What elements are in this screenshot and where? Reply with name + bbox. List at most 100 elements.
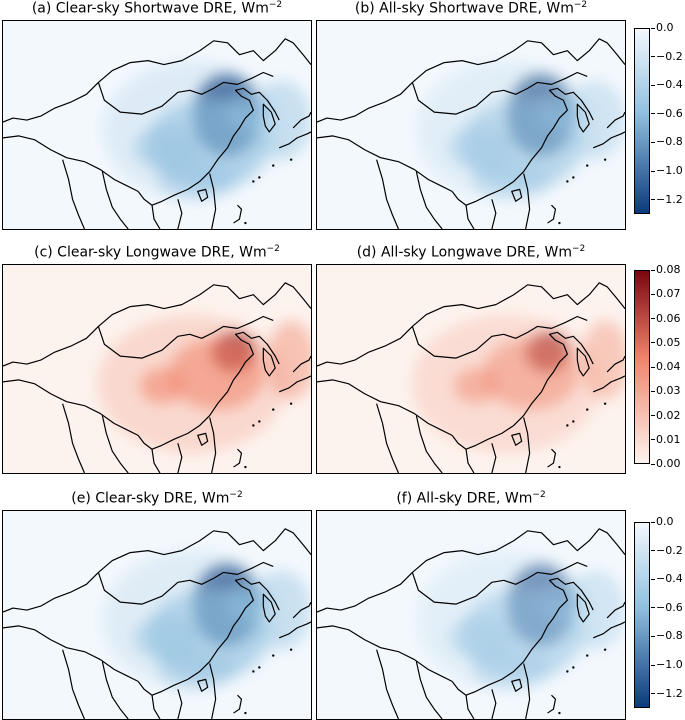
- island-dot: [572, 666, 575, 669]
- border-line: [451, 87, 594, 206]
- border-line: [137, 87, 280, 206]
- border-line: [137, 331, 280, 450]
- border-line: [278, 131, 311, 149]
- border-line: [292, 355, 311, 373]
- border-line: [151, 205, 161, 229]
- border-line: [101, 661, 129, 719]
- border-line: [209, 173, 217, 229]
- colorbar-tick-label: −0.4: [651, 78, 683, 92]
- colorbar-shortwave: [634, 28, 650, 214]
- border-line: [197, 678, 209, 692]
- map-panel-c: [2, 264, 312, 474]
- plume-field: [416, 550, 625, 690]
- island-dot: [566, 424, 569, 427]
- border-line: [415, 171, 443, 229]
- island-dot: [566, 180, 569, 183]
- border-line: [177, 689, 183, 719]
- colorbar-tick-label: 0.01: [651, 432, 681, 446]
- border-line: [317, 379, 453, 436]
- island-dot: [258, 420, 261, 423]
- colorbar-tick-label: −0.2: [651, 543, 683, 557]
- plume-field: [97, 314, 311, 454]
- border-line: [606, 601, 625, 619]
- island-dot: [603, 158, 607, 161]
- plume-blob: [102, 550, 282, 690]
- border-line: [376, 403, 400, 473]
- island-dot: [258, 176, 261, 179]
- plume-field: [102, 60, 311, 200]
- border-line: [491, 199, 497, 229]
- colorbar-tick-label: −0.4: [651, 572, 683, 586]
- panel-e-title: (e) Clear-sky DRE, Wm−2: [71, 490, 243, 507]
- border-line: [262, 103, 276, 133]
- colorbar-tick-label: −1.0: [651, 164, 683, 178]
- colorbar-tick-label: 0.0: [651, 21, 674, 34]
- map-svg-e: [3, 511, 311, 719]
- border-line: [547, 448, 557, 468]
- island-dot: [586, 654, 589, 657]
- country-borders: [3, 528, 311, 719]
- border-line: [415, 415, 443, 473]
- colorbar-tick-label: 0.03: [651, 384, 681, 398]
- plume-blob: [102, 60, 282, 200]
- border-line: [592, 131, 625, 149]
- plume-field: [416, 60, 625, 200]
- border-line: [3, 135, 139, 192]
- border-line: [97, 71, 274, 115]
- border-line: [376, 159, 400, 229]
- colorbar-total: [634, 522, 650, 708]
- border-line: [97, 561, 274, 605]
- border-line: [151, 449, 161, 473]
- border-line: [465, 449, 475, 473]
- border-line: [3, 282, 311, 367]
- border-line: [62, 159, 86, 229]
- map-svg-c: [3, 265, 311, 473]
- map-svg-f: [317, 511, 625, 719]
- border-line: [233, 694, 243, 714]
- island-dot: [558, 221, 561, 225]
- map-svg-d: [317, 265, 625, 473]
- plume-blob: [416, 60, 596, 200]
- border-line: [411, 315, 588, 359]
- colorbar-tick-label: 0.07: [651, 287, 681, 301]
- border-line: [451, 331, 594, 450]
- island-dot: [566, 670, 569, 673]
- border-line: [101, 171, 129, 229]
- border-line: [465, 205, 475, 229]
- country-borders: [317, 528, 625, 719]
- colorbar-tick-label: 0.00: [651, 457, 681, 470]
- border-line: [62, 649, 86, 719]
- colorbar-tick-label: 0.02: [651, 408, 681, 422]
- island-dot: [572, 420, 575, 423]
- border-line: [576, 103, 590, 133]
- map-svg-b: [317, 21, 625, 229]
- map-svg-a: [3, 21, 311, 229]
- border-line: [491, 689, 497, 719]
- map-panel-a: [2, 20, 312, 230]
- country-borders: [3, 38, 311, 229]
- colorbar-tick-label: −1.2: [651, 686, 683, 700]
- border-line: [3, 625, 139, 682]
- border-line: [197, 432, 209, 446]
- border-line: [233, 448, 243, 468]
- panel-f-title: (f) All-sky DRE, Wm−2: [396, 490, 546, 507]
- border-line: [177, 443, 183, 473]
- island-dot: [586, 408, 589, 411]
- border-line: [233, 204, 243, 224]
- border-line: [101, 415, 129, 473]
- border-line: [209, 417, 217, 473]
- plume-blob: [97, 314, 287, 454]
- island-dot: [244, 221, 247, 225]
- border-line: [3, 379, 139, 436]
- border-line: [523, 663, 531, 719]
- plume-blob: [411, 314, 601, 454]
- border-line: [511, 432, 523, 446]
- island-dot: [258, 666, 261, 669]
- island-dot: [586, 164, 589, 167]
- plume-blob: [416, 550, 596, 690]
- border-line: [523, 173, 531, 229]
- map-panel-f: [316, 510, 626, 720]
- border-line: [376, 649, 400, 719]
- border-line: [137, 577, 280, 696]
- border-line: [3, 528, 311, 613]
